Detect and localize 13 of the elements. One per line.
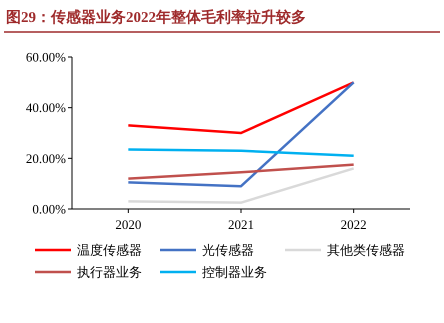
x-tick-label: 2020 — [115, 217, 142, 232]
legend-label: 其他类传感器 — [327, 242, 405, 258]
legend-label: 执行器业务 — [77, 264, 142, 280]
legend-label: 控制器业务 — [202, 264, 267, 280]
y-tick-label: 20.00% — [26, 150, 66, 166]
legend-label: 温度传感器 — [77, 242, 142, 258]
legend-label: 光传感器 — [202, 242, 254, 258]
chart-title: 图29：传感器业务2022年整体毛利率拉升较多 — [6, 8, 306, 26]
x-tick-label: 2022 — [340, 217, 367, 232]
y-tick-label: 60.00% — [26, 50, 66, 65]
y-tick-label: 40.00% — [26, 100, 66, 116]
y-tick-label: 0.00% — [32, 202, 66, 217]
x-tick-label: 2021 — [228, 217, 254, 232]
